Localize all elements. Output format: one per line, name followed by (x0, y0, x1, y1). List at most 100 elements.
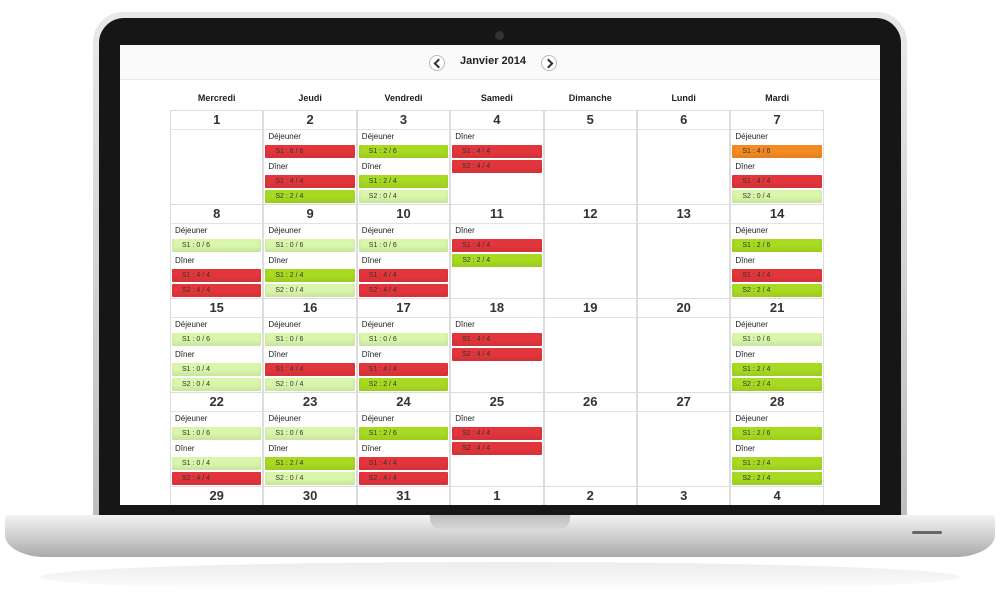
meal-label: Déjeuner (735, 320, 768, 329)
day-cell: 2 Déjeuner S1 : 6 / 6 Dîner S1 : 4 / 4 S2 : 2… (263, 110, 357, 204)
next-month-button[interactable] (541, 55, 557, 71)
meal-label: Dîner (175, 444, 195, 453)
slot-badge: S2 : 4 / 4 (172, 284, 262, 297)
meal-label: Déjeuner (361, 132, 395, 141)
status-light (912, 531, 942, 534)
slot-badge: S2 : 4 / 4 (452, 348, 542, 361)
slot-badge: S1 : 2 / 4 (265, 269, 355, 282)
day-cell: 16 Déjeuner S1 : 0 / 6 Dîner S1 : 4 / 4 S2 : … (263, 298, 357, 392)
day-cell: 11 Dîner S1 : 4 / 4 S2 : 2 / 4 (450, 204, 544, 298)
day-cell: 25 Dîner S1 : 4 / 4 S2 : 4 / 4 (450, 392, 544, 486)
slot-badge: S1 : 4 / 4 (265, 363, 355, 376)
slot-badge: S2 : 4 / 4 (358, 472, 449, 485)
meal-label: Déjeuner (268, 320, 301, 329)
slot-badge: S1 : 2 / 4 (732, 363, 822, 376)
day-cell: 29 (170, 486, 264, 505)
slot-badge: S1 : 2 / 4 (265, 457, 355, 470)
slot-badge: S1 : 2 / 4 (358, 175, 449, 188)
meal-label: Dîner (455, 320, 475, 329)
meal-label: Déjeuner (361, 414, 395, 423)
day-number: 12 (544, 205, 636, 224)
slot-badge: S2 : 2 / 4 (732, 472, 822, 485)
day-cell: 21 Déjeuner S1 : 0 / 6 Dîner S1 : 2 / 4 S2 : … (730, 298, 824, 392)
day-cell: 22 Déjeuner S1 : 0 / 6 Dîner S1 : 0 / 4 S2 : … (170, 392, 264, 486)
slot-badge: S1 : 6 / 6 (265, 145, 355, 158)
meal-label: Déjeuner (268, 132, 301, 141)
day-number: 18 (451, 299, 543, 318)
day-cell: 1 (450, 486, 544, 505)
slot-badge: S1 : 4 / 4 (358, 457, 449, 470)
meal-label: Déjeuner (361, 320, 395, 329)
day-cell: 24 Déjeuner S1 : 2 / 6 Dîner S1 : 4 / 4 S2 : … (356, 392, 451, 486)
slot-badge: S2 : 4 / 4 (358, 284, 449, 297)
slot-badge: S2 : 0 / 4 (265, 378, 355, 391)
meal-label: Déjeuner (268, 414, 301, 423)
slot-badge: S1 : 0 / 4 (172, 363, 262, 376)
slot-badge: S1 : 4 / 4 (732, 269, 822, 282)
day-number: 30 (264, 487, 355, 505)
day-number: 11 (451, 205, 543, 224)
meal-label: Dîner (455, 414, 475, 423)
day-number: 29 (171, 487, 262, 505)
screen: Janvier 2014 1 2 Déjeuner S1 : 6 / 6 Dîner S1… (120, 45, 880, 505)
day-number: 1 (451, 487, 542, 505)
weekday-label: Dimanche (568, 93, 612, 103)
meal-label: Déjeuner (268, 226, 301, 235)
meal-label: Déjeuner (175, 226, 208, 235)
slot-badge: S1 : 0 / 6 (265, 333, 355, 346)
previous-month-button[interactable] (429, 55, 445, 71)
day-cell: 1 (170, 110, 264, 204)
weekday-label: Mardi (765, 93, 790, 103)
meal-label: Dîner (455, 132, 475, 141)
slot-badge: S2 : 4 / 4 (452, 160, 542, 173)
day-cell: 4 (730, 486, 824, 505)
day-number: 1 (171, 111, 263, 130)
slot-badge: S1 : 0 / 6 (172, 427, 262, 440)
day-cell: 30 (263, 486, 357, 505)
month-title: Janvier 2014 (459, 55, 527, 67)
day-cell: 13 (637, 204, 731, 298)
slot-badge: S2 : 2 / 4 (732, 284, 822, 297)
slot-badge: S2 : 4 / 4 (172, 472, 262, 485)
day-number: 13 (638, 205, 730, 224)
day-number: 19 (544, 299, 636, 318)
meal-label: Déjeuner (175, 414, 208, 423)
day-number: 22 (171, 393, 263, 412)
meal-label: Dîner (361, 256, 382, 265)
slot-badge: S1 : 0 / 6 (172, 333, 262, 346)
meal-label: Déjeuner (361, 226, 395, 235)
meal-label: Déjeuner (735, 226, 768, 235)
slot-badge: S2 : 2 / 4 (358, 378, 449, 391)
day-number: 8 (171, 205, 263, 224)
slot-badge: S2 : 0 / 4 (358, 190, 449, 203)
day-cell: 31 (356, 486, 451, 505)
meal-label: Dîner (175, 256, 195, 265)
day-number: 17 (357, 299, 450, 318)
day-cell: 7 Déjeuner S1 : 4 / 6 Dîner S1 : 4 / 4 S2 : 0… (730, 110, 824, 204)
day-number: 21 (731, 299, 823, 318)
slot-badge: S1 : 4 / 4 (452, 427, 542, 440)
day-cell: 6 (637, 110, 731, 204)
day-number: 23 (264, 393, 356, 412)
slot-badge: S1 : 4 / 4 (358, 363, 449, 376)
day-number: 4 (731, 487, 822, 505)
slot-badge: S1 : 0 / 6 (358, 333, 449, 346)
meal-label: Dîner (735, 256, 755, 265)
slot-badge: S1 : 0 / 6 (358, 239, 449, 252)
weekday-label: Mercredi (197, 93, 236, 103)
slot-badge: S2 : 0 / 4 (172, 378, 262, 391)
meal-label: Déjeuner (735, 414, 768, 423)
meal-label: Déjeuner (735, 132, 768, 141)
camera (495, 31, 504, 40)
day-cell: 8 Déjeuner S1 : 0 / 6 Dîner S1 : 4 / 4 S2 : 4… (170, 204, 264, 298)
slot-badge: S2 : 4 / 4 (452, 442, 542, 455)
calendar-grid: 1 2 Déjeuner S1 : 6 / 6 Dîner S1 : 4 / 4 S2 : … (170, 110, 824, 505)
day-number: 7 (731, 111, 823, 130)
reflection (40, 562, 960, 592)
day-number: 26 (544, 393, 636, 412)
meal-label: Dîner (175, 350, 195, 359)
weekday-label: Jeudi (298, 93, 322, 103)
slot-badge: S1 : 4 / 4 (732, 175, 822, 188)
day-cell: 9 Déjeuner S1 : 0 / 6 Dîner S1 : 2 / 4 S2 : 0… (263, 204, 357, 298)
